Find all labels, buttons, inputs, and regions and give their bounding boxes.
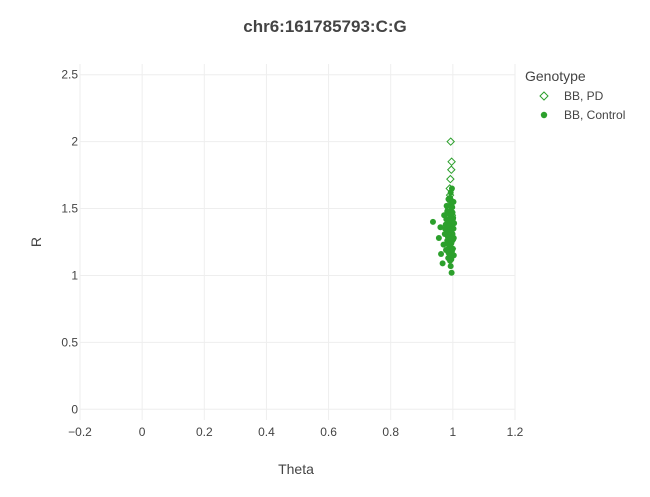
data-point-bb-pd[interactable] (446, 174, 455, 184)
x-tick-label: −0.2 (68, 425, 92, 439)
chart-title: chr6:161785793:C:G (243, 17, 406, 36)
diamond-open-marker-icon (539, 91, 549, 101)
data-point-bb-pd[interactable] (446, 220, 455, 229)
x-tick-label: 0.2 (196, 425, 213, 439)
legend-label-bb-pd: BB, PD (564, 89, 604, 103)
data-point-bb-pd[interactable] (446, 137, 455, 146)
data-point-bb-control[interactable] (429, 218, 436, 225)
x-axis-ticks: −0.2 0 0.2 0.4 0.6 0.8 1 1.2 (68, 425, 524, 439)
data-point-bb-control[interactable] (435, 234, 442, 241)
x-axis-title: Theta (278, 461, 314, 477)
grid-lines (79, 64, 516, 420)
data-point-bb-control[interactable] (444, 208, 451, 215)
data-point-bb-control[interactable] (447, 263, 454, 270)
data-point-bb-pd[interactable] (445, 214, 455, 224)
data-point-bb-pd[interactable] (445, 231, 454, 240)
y-tick-label: 2 (71, 135, 78, 149)
y-tick-label: 0.5 (61, 335, 78, 349)
x-tick-label: 0.8 (382, 425, 399, 439)
x-tick-label: 1 (450, 425, 457, 439)
data-point-bb-control[interactable] (439, 260, 446, 267)
data-point-bb-pd[interactable] (444, 204, 454, 213)
data-point-bb-control[interactable] (450, 234, 457, 241)
y-tick-label: 1.5 (61, 202, 78, 216)
legend: Genotype BB, PD BB, Control (525, 68, 625, 122)
x-tick-label: 1.2 (507, 425, 524, 439)
data-point-bb-pd[interactable] (446, 165, 456, 175)
x-tick-label: 0.6 (320, 425, 337, 439)
y-tick-label: 2.5 (61, 68, 78, 82)
data-point-bb-pd[interactable] (447, 157, 456, 167)
data-point-bb-pd[interactable] (444, 226, 454, 236)
data-points (429, 137, 458, 276)
x-tick-label: 0 (139, 425, 146, 439)
x-tick-label: 0.4 (258, 425, 275, 439)
legend-item-bb-pd[interactable]: BB, PD (539, 89, 604, 103)
y-axis-ticks: 0 0.5 1 1.5 2 2.5 (61, 68, 78, 417)
data-point-bb-pd[interactable] (446, 208, 456, 217)
y-tick-label: 1 (71, 268, 78, 282)
data-point-bb-control[interactable] (437, 224, 444, 231)
data-point-bb-control[interactable] (448, 185, 455, 192)
data-point-bb-control[interactable] (442, 225, 449, 232)
legend-item-bb-control[interactable]: BB, Control (540, 108, 626, 122)
circle-marker-icon (540, 111, 548, 119)
data-point-bb-control[interactable] (438, 251, 445, 258)
data-point-bb-pd[interactable] (446, 233, 456, 243)
data-point-bb-control[interactable] (448, 269, 455, 276)
data-point-bb-pd[interactable] (446, 197, 456, 207)
y-axis-title: R (28, 237, 44, 247)
y-tick-label: 0 (71, 402, 78, 416)
legend-label-bb-control: BB, Control (564, 108, 625, 122)
data-point-bb-pd[interactable] (445, 194, 455, 204)
data-point-bb-pd[interactable] (446, 249, 455, 259)
legend-title: Genotype (525, 68, 586, 84)
